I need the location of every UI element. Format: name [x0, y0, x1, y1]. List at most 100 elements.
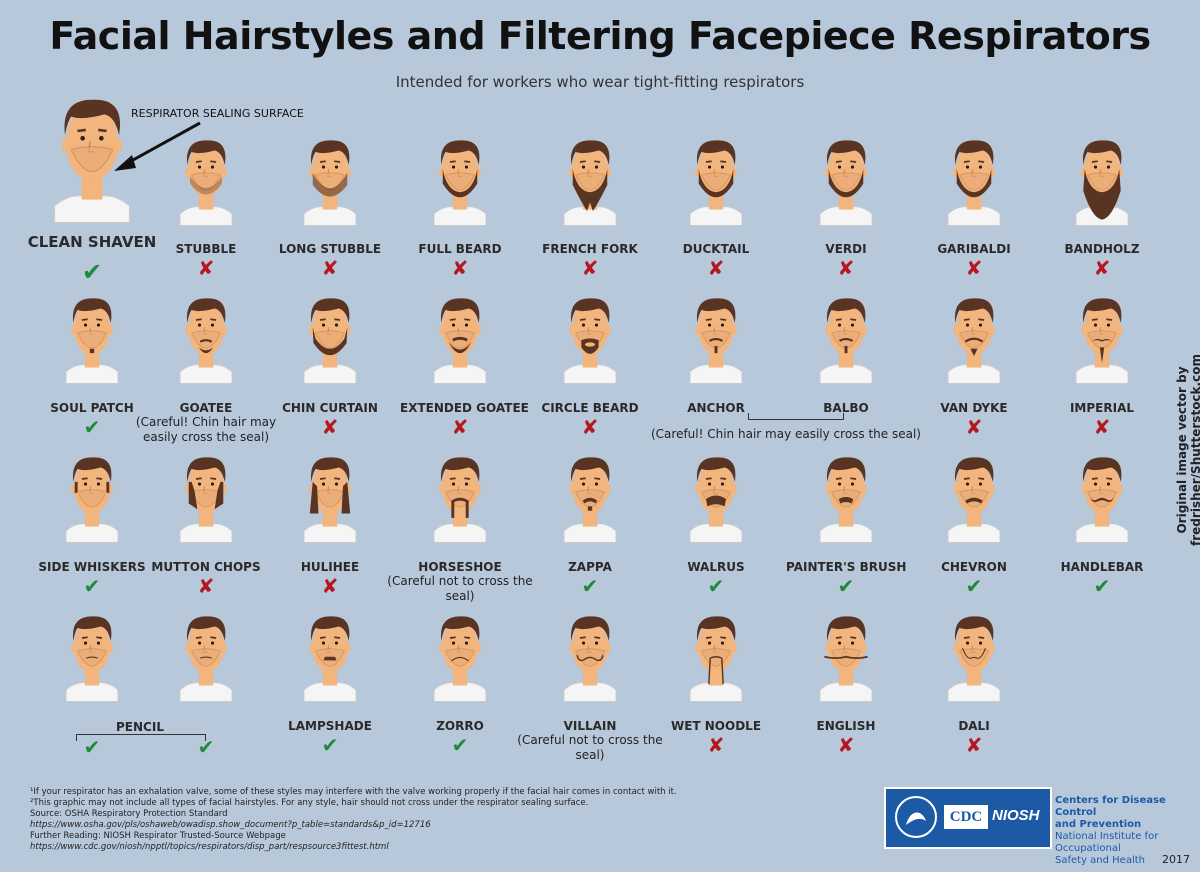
cross-icon: ✘	[965, 256, 983, 280]
face-illustration	[656, 606, 776, 706]
hairstyle-label: VAN DYKE	[940, 401, 1008, 415]
face-illustration	[270, 447, 390, 547]
hairstyle-card: BALBO	[786, 288, 906, 468]
hairstyle-card: BANDHOLZ ✘	[1042, 130, 1162, 310]
hairstyle-label: ZORRO	[436, 719, 484, 733]
hairstyle-label: DUCKTAIL	[682, 242, 750, 256]
cdc-logo-text: CDC	[944, 805, 988, 829]
hairstyle-card: GOATEE (Careful! Chin hair may easily cro…	[136, 288, 276, 468]
hairstyle-label: ANCHOR	[687, 401, 745, 415]
footnote-line[interactable]: https://www.cdc.gov/niosh/npptl/topics/r…	[30, 842, 389, 852]
hairstyle-label: IMPERIAL	[1069, 401, 1135, 415]
cross-icon: ✘	[321, 415, 339, 439]
hairstyle-card: CHIN CURTAIN ✘	[270, 288, 390, 468]
hairstyle-card: PAINTER'S BRUSH ✔	[786, 447, 906, 627]
pencil-bracket	[76, 734, 206, 741]
hairstyle-card: SIDE WHISKERS ✔	[32, 447, 152, 627]
hairstyle-label: WALRUS	[687, 560, 745, 574]
face-illustration	[786, 447, 906, 547]
face-illustration	[656, 447, 776, 547]
hairstyle-card: MUTTON CHOPS ✘	[146, 447, 266, 627]
hairstyle-label: HANDLEBAR	[1060, 560, 1144, 574]
footnote-line: ¹If your respirator has an exhalation va…	[30, 787, 677, 797]
check-icon: ✔	[837, 574, 855, 598]
check-icon: ✔	[83, 735, 101, 759]
footnote-line: ²This graphic may not include all types …	[30, 798, 589, 808]
hairstyle-label: FRENCH FORK	[542, 242, 638, 256]
face-illustration	[146, 130, 266, 230]
hairstyle-label: ZAPPA	[568, 560, 612, 574]
hairstyle-label: CIRCLE BEARD	[541, 401, 639, 415]
hairstyle-label: DALI	[958, 719, 990, 733]
hairstyle-label: LAMPSHADE	[288, 719, 372, 733]
hairstyle-card: ANCHOR	[656, 288, 776, 468]
face-illustration	[914, 606, 1034, 706]
face-illustration	[32, 447, 152, 547]
hairstyle-label: SOUL PATCH	[50, 401, 134, 415]
face-illustration	[400, 288, 520, 388]
agency-line-4: Safety and Health	[1055, 855, 1145, 866]
face-illustration	[400, 130, 520, 230]
cross-icon: ✘	[707, 733, 725, 757]
check-icon: ✔	[707, 574, 725, 598]
hairstyle-card: WET NOODLE ✘	[656, 606, 776, 786]
cross-icon: ✘	[837, 256, 855, 280]
niosh-logo-text: NIOSH	[992, 807, 1040, 824]
cross-icon: ✘	[197, 574, 215, 598]
hairstyle-card: HORSESHOE (Careful not to cross the seal)	[387, 447, 533, 627]
hairstyle-card: HULIHEE ✘	[270, 447, 390, 627]
hairstyle-card: IMPERIAL ✘	[1042, 288, 1162, 468]
hhs-eagle-icon	[895, 796, 937, 838]
face-illustration	[1042, 447, 1162, 547]
hairstyle-card: CIRCLE BEARD ✘	[530, 288, 650, 468]
face-illustration	[530, 288, 650, 388]
face-illustration	[656, 130, 776, 230]
hairstyle-card: ZAPPA ✔	[530, 447, 650, 627]
hairstyle-card: DALI ✘	[914, 606, 1034, 786]
hairstyle-label: EXTENDED GOATEE	[400, 401, 529, 415]
hairstyle-label: BANDHOLZ	[1064, 242, 1140, 256]
cross-icon: ✘	[451, 256, 469, 280]
hairstyle-card: EXTENDED GOATEE ✘	[400, 288, 529, 468]
hairstyle-label: HULIHEE	[300, 560, 360, 574]
face-illustration	[530, 130, 650, 230]
check-icon: ✔	[321, 733, 339, 757]
face-illustration	[146, 288, 266, 388]
hairstyle-card: VILLAIN (Careful not to cross the seal)	[517, 606, 663, 786]
hairstyle-card: FRENCH FORK ✘	[530, 130, 650, 310]
face-illustration	[270, 288, 390, 388]
face-illustration	[914, 130, 1034, 230]
check-icon: ✔	[83, 574, 101, 598]
hairstyle-card: DUCKTAIL ✘	[656, 130, 776, 310]
hairstyle-label: VERDI	[825, 242, 867, 256]
check-icon: ✔	[1093, 574, 1111, 598]
cross-icon: ✘	[837, 733, 855, 757]
face-illustration	[914, 447, 1034, 547]
hairstyle-label: BALBO	[823, 401, 869, 415]
face-illustration	[270, 130, 390, 230]
sealing-surface-arrow-icon	[114, 121, 201, 171]
face-illustration	[270, 606, 390, 706]
face-illustration	[786, 606, 906, 706]
check-icon: ✔	[83, 415, 101, 439]
face-illustration	[32, 606, 152, 706]
hairstyle-caution-note: (Careful! Chin hair may easily cross the…	[135, 415, 277, 444]
footnote-line[interactable]: https://www.osha.gov/pls/oshaweb/owadisp…	[30, 820, 431, 830]
hairstyle-card: FULL BEARD ✘	[400, 130, 520, 310]
page-title: Facial Hairstyles and Filtering Facepiec…	[49, 14, 1151, 58]
hairstyle-card: LAMPSHADE ✔	[270, 606, 390, 786]
face-illustration	[1042, 288, 1162, 388]
cross-icon: ✘	[1093, 256, 1111, 280]
image-credit: Original image vector by fredrisher/Shut…	[1175, 354, 1200, 546]
face-illustration	[32, 288, 152, 388]
hairstyle-label: LONG STUBBLE	[278, 242, 382, 256]
cross-icon: ✘	[1093, 415, 1111, 439]
face-illustration	[656, 288, 776, 388]
cross-icon: ✘	[321, 256, 339, 280]
cross-icon: ✘	[581, 415, 599, 439]
hairstyle-card: VERDI ✘	[786, 130, 906, 310]
agency-name: Centers for Disease Control and Preventi…	[1055, 795, 1200, 867]
agency-line-1: Centers for Disease Control	[1055, 795, 1166, 818]
footnote-line: Further Reading: NIOSH Respirator Truste…	[30, 831, 286, 841]
anchor-balbo-note: (Careful! Chin hair may easily cross the…	[650, 427, 921, 441]
